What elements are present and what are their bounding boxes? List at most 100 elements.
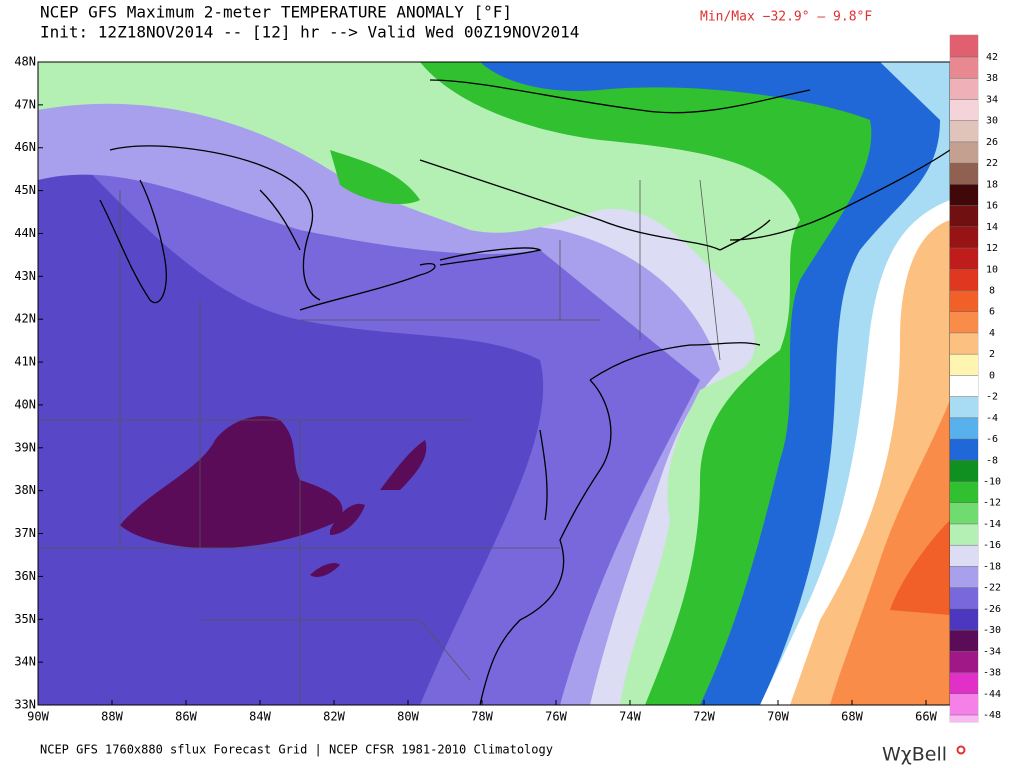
colorbar-label: -30: [983, 625, 1001, 636]
colorbar-cell: [950, 545, 978, 567]
colorbar-label: 10: [986, 264, 998, 275]
colorbar-cell: [950, 120, 978, 142]
colorbar-label: -4: [986, 413, 998, 424]
colorbar-cell: [950, 184, 978, 206]
lat-label: 36N: [14, 569, 36, 583]
lat-label: 33N: [14, 698, 36, 712]
lat-label: 40N: [14, 397, 36, 411]
lon-label: 70W: [767, 710, 789, 724]
lat-label: 37N: [14, 526, 36, 540]
colorbar-label: 14: [986, 222, 998, 233]
lat-label: 43N: [14, 269, 36, 283]
colorbar-cell: [950, 481, 978, 503]
lon-label: 74W: [619, 710, 641, 724]
colorbar-cell: [950, 78, 978, 100]
footer-source: NCEP GFS 1760x880 sflux Forecast Grid | …: [40, 743, 553, 757]
colorbar-cell: [950, 651, 978, 673]
colorbar-label: -14: [983, 519, 1001, 530]
lat-label: 46N: [14, 140, 36, 154]
map-field: [38, 62, 950, 705]
colorbar-label: 22: [986, 158, 998, 169]
lat-label: 47N: [14, 97, 36, 111]
colorbar-cell: [950, 163, 978, 185]
colorbar-cell: [950, 396, 978, 418]
lat-label: 35N: [14, 612, 36, 626]
colorbar-label: -2: [986, 392, 998, 403]
colorbar-cell: [950, 587, 978, 609]
colorbar-label: -10: [983, 477, 1001, 488]
colorbar-cell: [950, 672, 978, 694]
colorbar-label: -12: [983, 498, 1001, 509]
colorbar-label: 2: [989, 349, 995, 360]
lat-label: 39N: [14, 440, 36, 454]
lon-label: 90W: [27, 710, 49, 724]
colorbar-cell: [950, 375, 978, 397]
colorbar-label: -22: [983, 583, 1001, 594]
lon-label: 86W: [175, 710, 197, 724]
init-line: Init: 12Z18NOV2014 -- [12] hr --> Valid …: [40, 23, 579, 42]
colorbar-label: 42: [986, 52, 998, 63]
colorbar-cell: [950, 608, 978, 631]
colorbar-cell: [950, 332, 978, 355]
colorbar-cell: [950, 566, 978, 588]
colorbar-cell: [950, 35, 978, 57]
colorbar-label: -6: [986, 434, 998, 445]
lon-label: 66W: [915, 710, 937, 724]
colorbar-label: 30: [986, 116, 998, 127]
colorbar-label: -18: [983, 561, 1001, 572]
lat-label: 41N: [14, 355, 36, 369]
colorbar-label: 26: [986, 137, 998, 148]
colorbar-cell: [950, 630, 978, 652]
colorbar-label: 16: [986, 201, 998, 212]
colorbar-cell: [950, 99, 978, 121]
lat-label: 42N: [14, 312, 36, 326]
colorbar-cell: [950, 502, 978, 524]
lon-label: 76W: [545, 710, 567, 724]
lon-label: 78W: [471, 710, 493, 724]
colorbar-cell: [950, 523, 978, 546]
colorbar-label: 4: [989, 328, 995, 339]
colorbar-cell: [950, 715, 978, 722]
colorbar-label: -8: [986, 455, 998, 466]
lat-label: 48N: [14, 55, 36, 69]
colorbar-cell: [950, 269, 978, 291]
colorbar-cell: [950, 141, 978, 164]
logo: WχBell: [882, 744, 947, 766]
colorbar-cell: [950, 460, 978, 482]
colorbar-label: 12: [986, 243, 998, 254]
colorbar-label: -38: [983, 668, 1001, 679]
colorbar-label: 0: [989, 370, 995, 381]
colorbar-label: 38: [986, 73, 998, 84]
lon-label: 68W: [841, 710, 863, 724]
lon-label: 72W: [693, 710, 715, 724]
logo-dot: [956, 745, 966, 755]
colorbar-label: 8: [989, 285, 995, 296]
lat-label: 38N: [14, 483, 36, 497]
colorbar-cell: [950, 439, 978, 461]
lon-label: 80W: [397, 710, 419, 724]
min-max: Min/Max −32.9° – 9.8°F: [700, 10, 872, 25]
lon-label: 84W: [249, 710, 271, 724]
colorbar-cell: [950, 226, 978, 249]
colorbar-label: -34: [983, 646, 1001, 657]
colorbar-label: -44: [983, 689, 1001, 700]
colorbar-cell: [950, 354, 978, 376]
colorbar-label: 34: [986, 94, 998, 105]
colorbar-cell: [950, 205, 978, 227]
colorbar-cell: [950, 248, 978, 270]
colorbar-cell: [950, 693, 978, 715]
lat-label: 44N: [14, 226, 36, 240]
lon-label: 82W: [323, 710, 345, 724]
title: NCEP GFS Maximum 2-meter TEMPERATURE ANO…: [40, 3, 512, 22]
colorbar-label: -48: [983, 710, 1001, 721]
colorbar-label: 18: [986, 179, 998, 190]
colorbar-label: -16: [983, 540, 1001, 551]
colorbar-label: -26: [983, 604, 1001, 615]
colorbar-cell: [950, 417, 978, 440]
lat-label: 34N: [14, 655, 36, 669]
colorbar-label: 6: [989, 307, 995, 318]
lat-label: 45N: [14, 183, 36, 197]
colorbar-cell: [950, 57, 978, 79]
lon-label: 88W: [101, 710, 123, 724]
